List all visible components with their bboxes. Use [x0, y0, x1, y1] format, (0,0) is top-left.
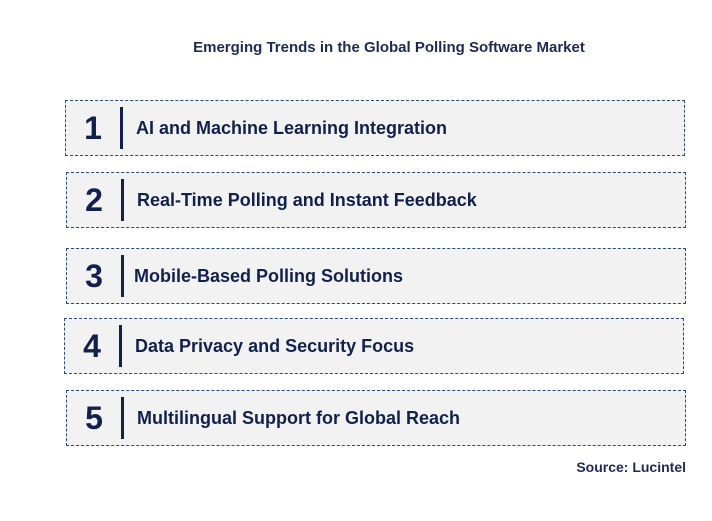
trend-label: Mobile-Based Polling Solutions: [134, 265, 404, 286]
trend-item-2: 2 Real-Time Polling and Instant Feedback: [66, 172, 686, 228]
trend-label: Real-Time Polling and Instant Feedback: [137, 189, 477, 210]
diagram-title: Emerging Trends in the Global Polling So…: [193, 39, 585, 56]
trend-item-4: 4 Data Privacy and Security Focus: [64, 318, 684, 374]
trend-divider: [121, 397, 124, 439]
trend-number: 5: [85, 399, 103, 436]
trend-divider: [121, 179, 124, 221]
source-note: Source: Lucintel: [576, 459, 686, 475]
trend-number: 1: [84, 109, 102, 146]
trend-number: 3: [85, 257, 103, 294]
trend-divider: [119, 325, 122, 367]
trend-divider: [120, 107, 123, 149]
trend-label: Data Privacy and Security Focus: [135, 335, 415, 356]
trend-item-5: 5 Multilingual Support for Global Reach: [66, 390, 686, 446]
trend-divider: [121, 255, 124, 297]
trend-label: AI and Machine Learning Integration: [136, 117, 448, 138]
trend-item-3: 3 Mobile-Based Polling Solutions: [66, 248, 686, 304]
trend-label: Multilingual Support for Global Reach: [137, 407, 460, 428]
trend-number: 4: [83, 327, 101, 364]
trend-number: 2: [85, 181, 103, 218]
trend-item-1: 1 AI and Machine Learning Integration: [65, 100, 685, 156]
